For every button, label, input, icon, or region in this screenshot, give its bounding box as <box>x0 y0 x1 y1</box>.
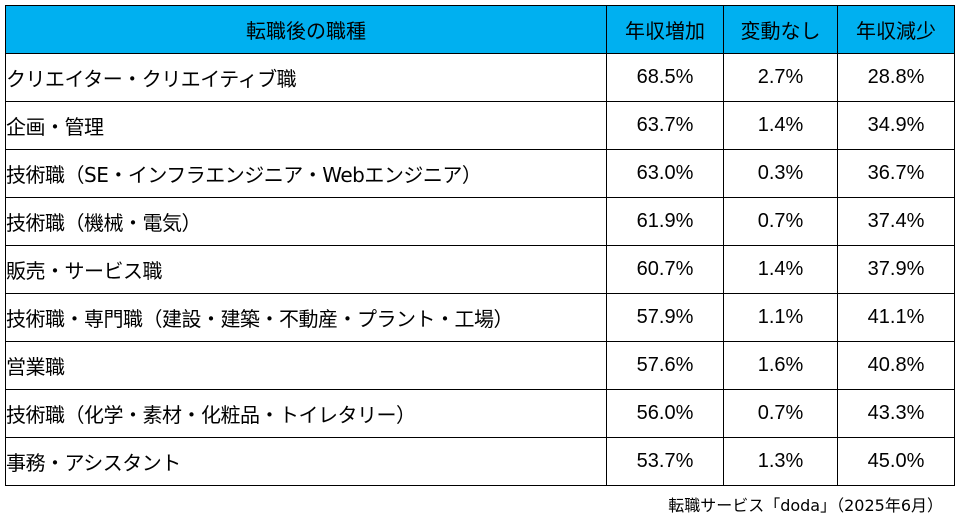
decrease-cell: 37.9% <box>837 245 955 294</box>
job-cell: 企画・管理 <box>5 101 607 150</box>
header-job: 転職後の職種 <box>5 5 607 54</box>
decrease-cell: 34.9% <box>837 101 955 150</box>
job-cell: 事務・アシスタント <box>5 437 607 486</box>
table-row: 営業職 57.6% 1.6% 40.8% <box>5 341 955 390</box>
decrease-cell: 40.8% <box>837 341 955 390</box>
same-cell: 1.1% <box>723 293 838 342</box>
job-cell: 技術職・専門職（建設・建築・不動産・プラント・工場） <box>5 293 607 342</box>
increase-cell: 63.0% <box>606 149 724 198</box>
increase-cell: 57.9% <box>606 293 724 342</box>
same-cell: 0.7% <box>723 389 838 438</box>
same-cell: 1.3% <box>723 437 838 486</box>
increase-cell: 57.6% <box>606 341 724 390</box>
job-cell: クリエイター・クリエイティブ職 <box>5 53 607 102</box>
increase-cell: 61.9% <box>606 197 724 246</box>
table-row: 技術職（機械・電気） 61.9% 0.7% 37.4% <box>5 197 955 246</box>
increase-cell: 63.7% <box>606 101 724 150</box>
decrease-cell: 37.4% <box>837 197 955 246</box>
job-cell: 販売・サービス職 <box>5 245 607 294</box>
job-cell: 技術職（化学・素材・化粧品・トイレタリー） <box>5 389 607 438</box>
increase-cell: 56.0% <box>606 389 724 438</box>
header-same: 変動なし <box>723 5 838 54</box>
increase-cell: 53.7% <box>606 437 724 486</box>
header-increase: 年収増加 <box>606 5 724 54</box>
same-cell: 0.7% <box>723 197 838 246</box>
table-row: 技術職・専門職（建設・建築・不動産・プラント・工場） 57.9% 1.1% 41… <box>5 293 955 342</box>
same-cell: 2.7% <box>723 53 838 102</box>
decrease-cell: 45.0% <box>837 437 955 486</box>
job-income-table: 転職後の職種 年収増加 変動なし 年収減少 クリエイター・クリエイティブ職 68… <box>5 5 955 486</box>
table-header-row: 転職後の職種 年収増加 変動なし 年収減少 <box>5 5 955 54</box>
decrease-cell: 28.8% <box>837 53 955 102</box>
same-cell: 1.4% <box>723 101 838 150</box>
header-decrease: 年収減少 <box>837 5 955 54</box>
increase-cell: 60.7% <box>606 245 724 294</box>
decrease-cell: 41.1% <box>837 293 955 342</box>
job-cell: 技術職（SE・インフラエンジニア・Webエンジニア） <box>5 149 607 198</box>
same-cell: 1.4% <box>723 245 838 294</box>
decrease-cell: 43.3% <box>837 389 955 438</box>
same-cell: 1.6% <box>723 341 838 390</box>
table-row: 技術職（化学・素材・化粧品・トイレタリー） 56.0% 0.7% 43.3% <box>5 389 955 438</box>
source-note: 転職サービス「doda」（2025年6月） <box>668 496 943 515</box>
table-row: 販売・サービス職 60.7% 1.4% 37.9% <box>5 245 955 294</box>
table-row: 事務・アシスタント 53.7% 1.3% 45.0% <box>5 437 955 486</box>
table-row: 企画・管理 63.7% 1.4% 34.9% <box>5 101 955 150</box>
job-cell: 営業職 <box>5 341 607 390</box>
table-row: 技術職（SE・インフラエンジニア・Webエンジニア） 63.0% 0.3% 36… <box>5 149 955 198</box>
job-cell: 技術職（機械・電気） <box>5 197 607 246</box>
same-cell: 0.3% <box>723 149 838 198</box>
decrease-cell: 36.7% <box>837 149 955 198</box>
increase-cell: 68.5% <box>606 53 724 102</box>
table-row: クリエイター・クリエイティブ職 68.5% 2.7% 28.8% <box>5 53 955 102</box>
